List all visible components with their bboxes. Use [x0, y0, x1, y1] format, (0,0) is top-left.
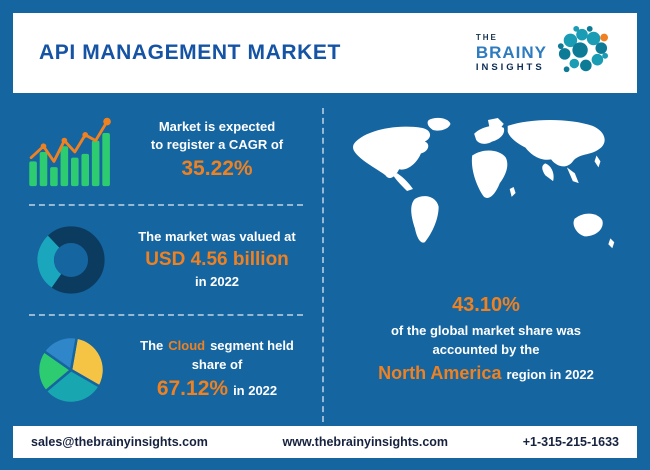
- world-map: [338, 102, 634, 285]
- region-text: 43.10% of the global market share was ac…: [378, 291, 594, 386]
- stat-highlight: 67.12%: [156, 376, 229, 400]
- brand-logo: THE BRAINY INSIGHTS: [476, 25, 611, 82]
- region-suffix: region in 2022: [506, 366, 594, 382]
- brand-logo-text: THE BRAINY INSIGHTS: [475, 32, 547, 73]
- page-title: API MANAGEMENT MARKET: [39, 41, 341, 64]
- donut-chart-icon: [27, 223, 115, 297]
- brain-icon: [553, 25, 611, 82]
- stat-line-part: The: [140, 338, 164, 354]
- trend-chart-icon: [27, 114, 115, 188]
- stat-line-part: segment held: [210, 338, 294, 354]
- region-percent: 43.10%: [452, 294, 520, 316]
- header-panel: API MANAGEMENT MARKET THE BRAINY INSIGHT…: [13, 13, 637, 93]
- stat-line: Market is expected: [158, 118, 276, 134]
- region-column: 43.10% of the global market share was ac…: [335, 102, 637, 428]
- stat-row-cagr: Market is expected to register a CAGR of…: [13, 114, 319, 188]
- region-line: North America region in 2022: [378, 360, 594, 386]
- stat-text-segment: The Cloud segment held share of 67.12% i…: [123, 337, 311, 403]
- stat-text-cagr: Market is expected to register a CAGR of…: [123, 118, 311, 184]
- logo-insights: INSIGHTS: [475, 61, 545, 73]
- stat-line: share of: [191, 356, 243, 372]
- contact-email: sales@thebrainyinsights.com: [31, 435, 208, 449]
- stat-line: The Cloud segment held: [123, 337, 311, 355]
- dashed-divider: [29, 204, 303, 207]
- stat-text-valuation: The market was valued at USD 4.56 billio…: [123, 228, 311, 291]
- stat-line: to register a CAGR of: [150, 136, 284, 152]
- stat-row-valuation: The market was valued at USD 4.56 billio…: [13, 223, 319, 297]
- stat-line: 67.12% in 2022: [123, 374, 311, 403]
- dashed-divider: [29, 313, 303, 316]
- stat-line-part: in 2022: [233, 382, 278, 398]
- stat-highlight: 35.22%: [181, 157, 253, 181]
- stat-accent: Cloud: [168, 338, 206, 354]
- footer-panel: sales@thebrainyinsights.com www.thebrain…: [13, 426, 637, 458]
- stat-line: The market was valued at: [138, 229, 296, 245]
- stat-line: in 2022: [194, 274, 240, 290]
- contact-phone: +1-315-215-1633: [522, 435, 619, 449]
- stat-highlight: USD 4.56 billion: [145, 248, 289, 270]
- stat-row-segment: The Cloud segment held share of 67.12% i…: [13, 332, 319, 408]
- stats-column: Market is expected to register a CAGR of…: [13, 95, 319, 427]
- region-line: of the global market share was: [390, 323, 581, 338]
- contact-website: www.thebrainyinsights.com: [282, 435, 449, 449]
- region-line: accounted by the: [432, 341, 540, 357]
- dashed-vertical-divider: [322, 108, 324, 422]
- logo-the: THE: [475, 32, 498, 42]
- logo-brainy: BRAINY: [475, 42, 547, 62]
- region-accent: North America: [378, 362, 502, 383]
- pie-chart-icon: [27, 332, 115, 408]
